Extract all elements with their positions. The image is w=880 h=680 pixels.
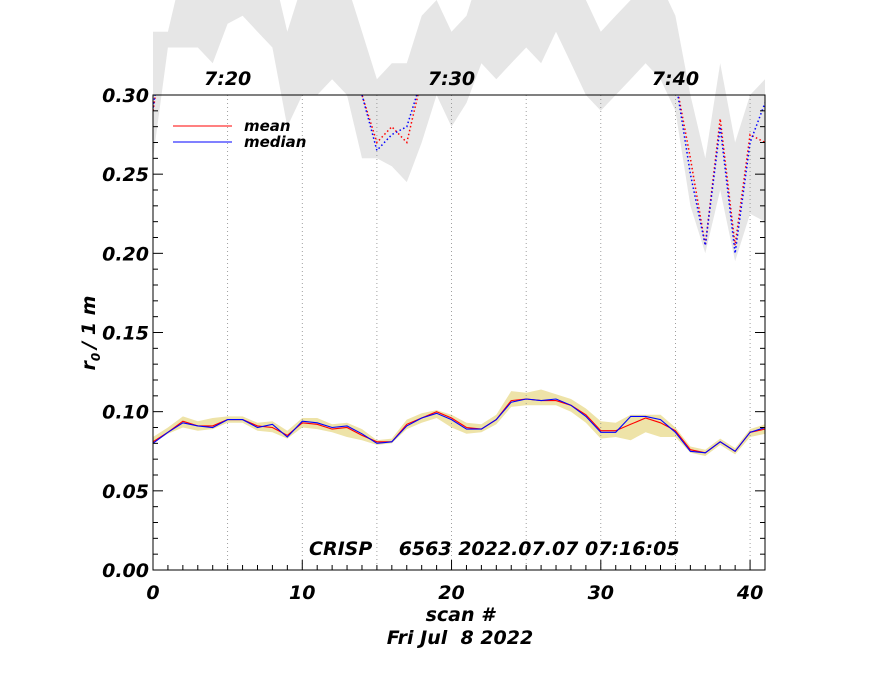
time-gridlines: [227, 95, 751, 570]
legend: mean median: [173, 117, 306, 151]
y-tick-label: 0.15: [102, 323, 149, 345]
plot-frame: [152, 94, 766, 571]
y-tick-labels: 0.00 0.05 0.10 0.15 0.20 0.25 0.30: [102, 85, 149, 582]
x-axis-title: scan #: [426, 604, 497, 626]
y-axis-symbol: r: [78, 359, 100, 370]
x-tick-label: 10: [289, 582, 315, 604]
x-tick-label: 40: [736, 582, 763, 604]
x-tick-label: 20: [438, 582, 464, 604]
x-tick-labels: 0 10 20 30 40: [146, 582, 763, 604]
top-time-labels: 7:20 7:30 7:40: [204, 68, 699, 90]
date-label: Fri Jul 8 2022: [387, 627, 533, 649]
x-tick-label: 30: [588, 582, 614, 604]
y-axis-title: r0 / 1 m: [78, 296, 103, 371]
x-tick-label: 0: [146, 582, 159, 604]
y-axis-unit: / 1 m: [78, 296, 100, 351]
legend-mean-label: mean: [244, 117, 291, 135]
mean-line: [153, 398, 765, 454]
y-tick-label: 0.30: [102, 85, 149, 107]
median-line: [153, 398, 765, 454]
y-axis-subscript: 0: [89, 353, 103, 361]
y-tick-label: 0.00: [102, 560, 149, 582]
top-time-label: 7:30: [428, 68, 475, 90]
high-spread-band: [153, 0, 765, 262]
y-tick-label: 0.25: [102, 164, 149, 186]
legend-median-label: median: [244, 133, 306, 151]
axis-ticks: [152, 94, 766, 571]
data-lines: [153, 95, 765, 454]
top-time-label: 7:40: [652, 68, 699, 90]
y-tick-label: 0.05: [102, 481, 149, 503]
top-time-label: 7:20: [204, 68, 251, 90]
y-tick-label: 0.20: [102, 243, 149, 265]
instrument-annotation: CRISP 6563 2022.07.07 07:16:05: [309, 538, 680, 560]
y-tick-label: 0.10: [102, 402, 149, 424]
